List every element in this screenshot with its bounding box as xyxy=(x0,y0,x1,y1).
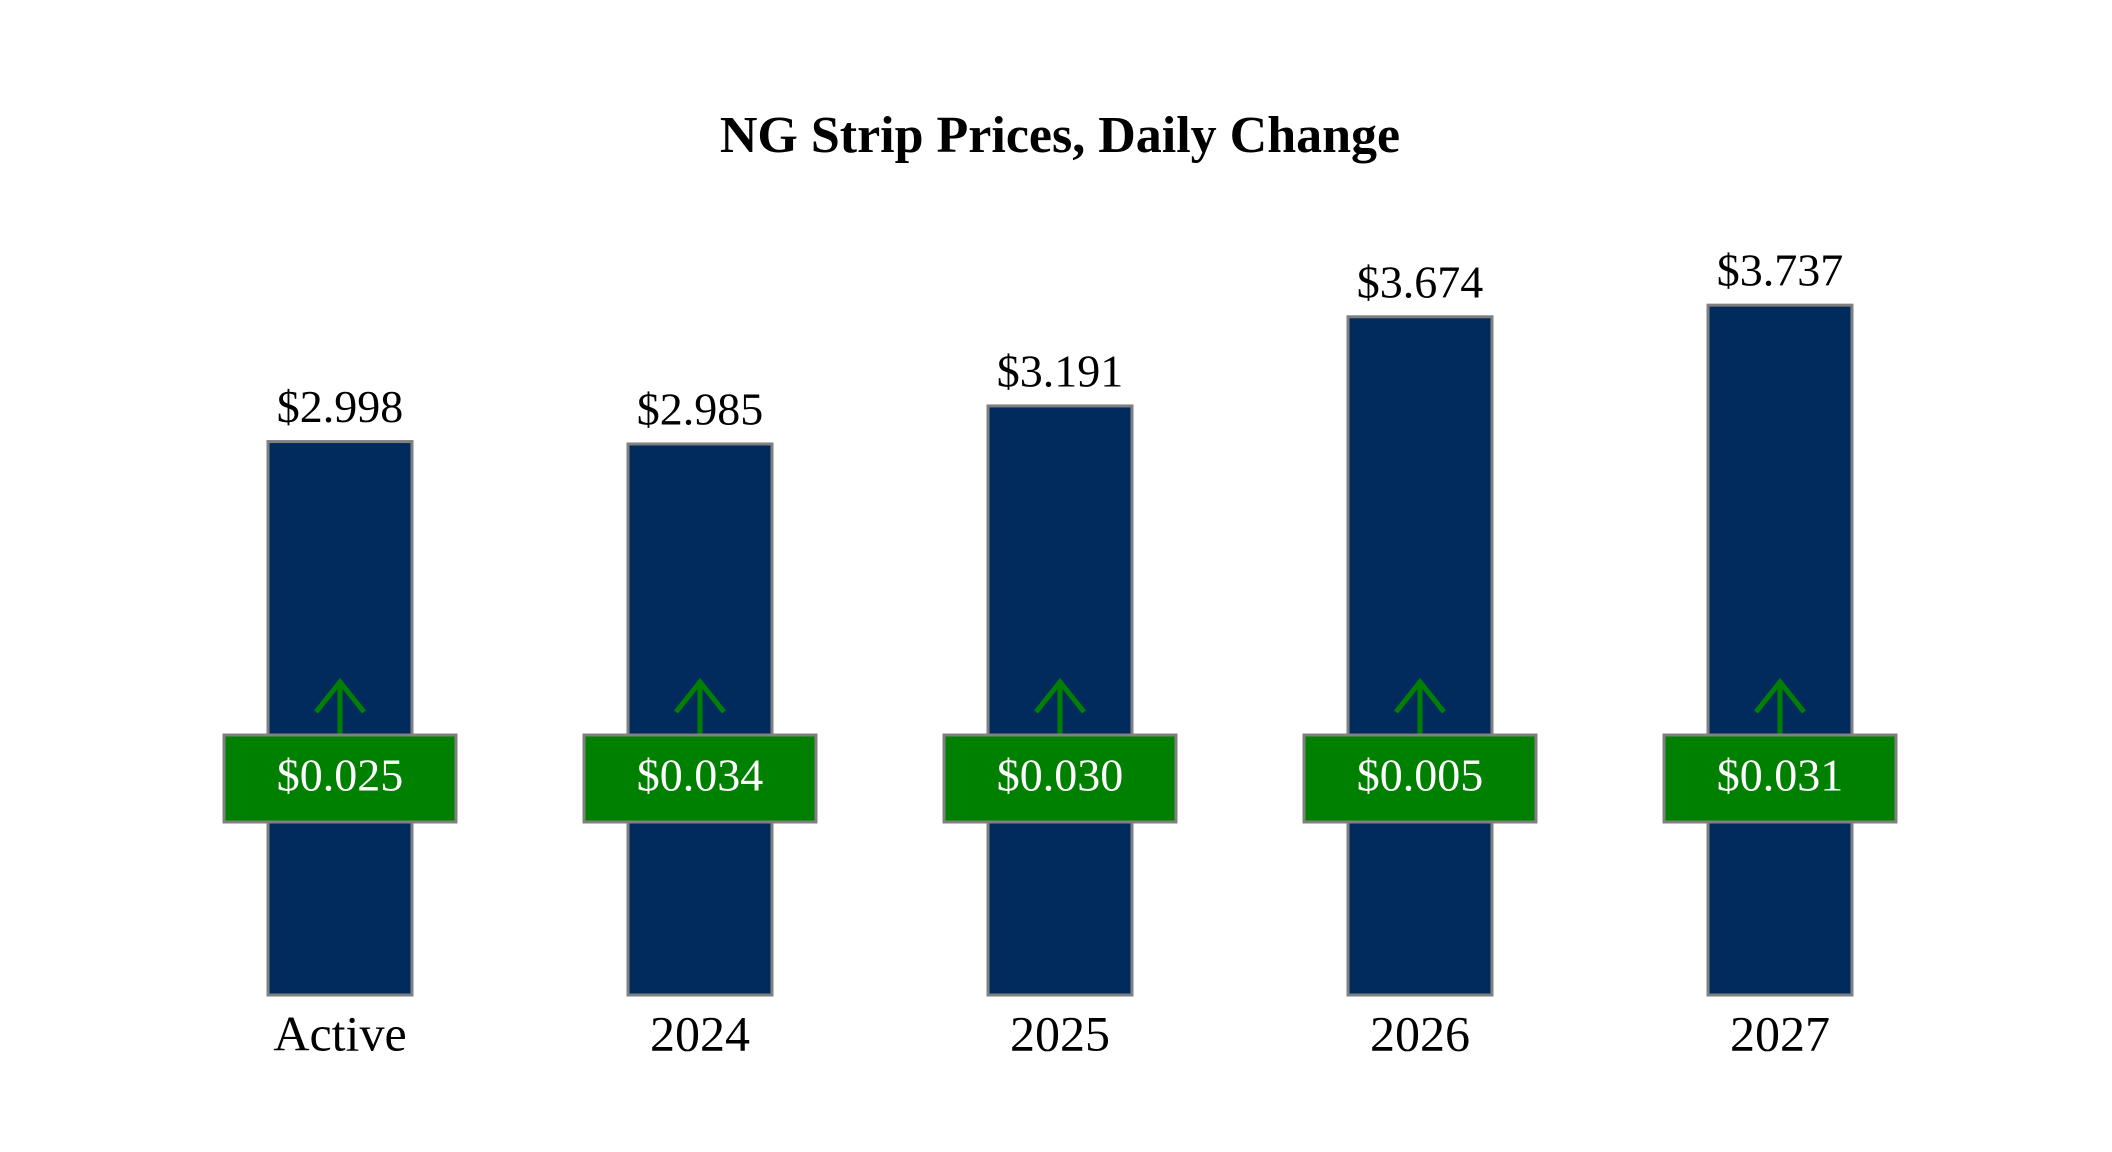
change-label: $0.025 xyxy=(277,750,404,801)
change-label: $0.031 xyxy=(1717,750,1844,801)
change-box xyxy=(1662,733,1898,824)
x-tick-label: 2026 xyxy=(1370,1005,1470,1061)
x-tick-label: 2025 xyxy=(1010,1005,1110,1061)
change-box xyxy=(942,733,1178,824)
value-label: $2.998 xyxy=(277,381,404,432)
change-box xyxy=(1302,733,1538,824)
change-label: $0.034 xyxy=(637,750,764,801)
change-arrow xyxy=(1394,677,1446,735)
x-tick-label: 2027 xyxy=(1730,1005,1830,1061)
bar xyxy=(1346,315,1494,997)
change-arrow xyxy=(1034,677,1086,735)
change-label: $0.005 xyxy=(1357,750,1484,801)
x-tick-label: Active xyxy=(273,1005,406,1061)
chart-title: NG Strip Prices, Daily Change xyxy=(720,107,1400,164)
value-label: $3.674 xyxy=(1357,256,1484,307)
bar xyxy=(1706,303,1854,997)
change-box xyxy=(222,733,458,824)
change-box xyxy=(582,733,818,824)
change-arrow xyxy=(1754,677,1806,735)
value-label: $2.985 xyxy=(637,384,764,435)
value-label: $3.737 xyxy=(1717,245,1844,296)
change-label: $0.030 xyxy=(997,750,1124,801)
change-arrow xyxy=(314,677,366,735)
x-tick-label: 2024 xyxy=(650,1005,750,1061)
change-arrow xyxy=(674,677,726,735)
value-label: $3.191 xyxy=(997,346,1124,397)
